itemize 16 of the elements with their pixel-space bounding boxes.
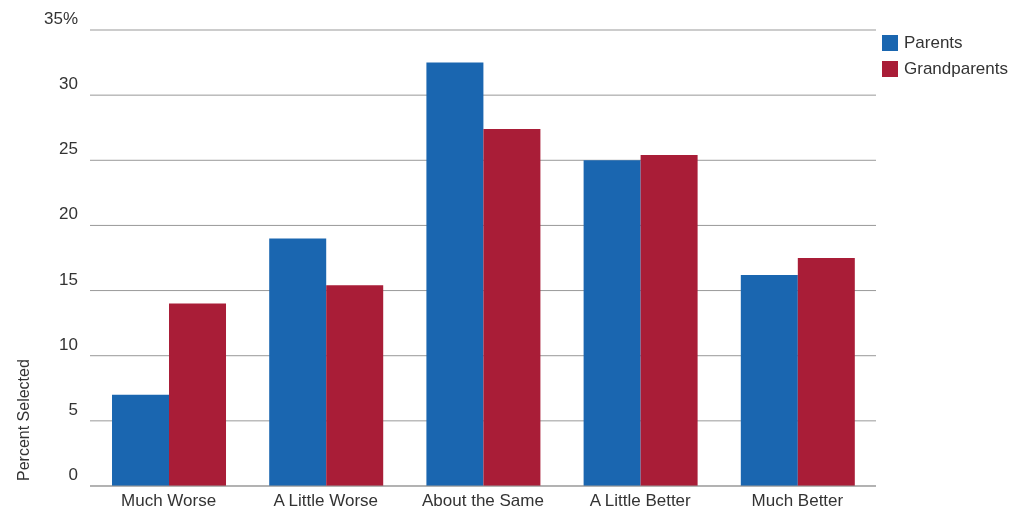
y-tick-label: 35% — [43, 9, 78, 28]
x-tick-label: Much Worse — [121, 491, 217, 511]
x-tick-label: A Little Better — [589, 491, 692, 511]
x-tick-label: About the Same — [422, 491, 544, 511]
y-tick-label: 15 — [59, 269, 78, 289]
legend-label: Grandparents — [904, 58, 1008, 80]
y-tick-label: 10 — [59, 334, 78, 354]
x-tick-label: Much Better — [751, 491, 844, 511]
x-tick-label: A Little Worse — [273, 491, 379, 511]
y-tick-label: 30 — [59, 74, 78, 94]
legend-label: Parents — [904, 32, 963, 54]
y-tick-label: 20 — [59, 204, 78, 224]
y-axis-title: Percent Selected — [15, 359, 32, 481]
y-tick-label: 5 — [68, 399, 78, 419]
y-tick-label: 0 — [68, 465, 78, 484]
y-tick-label: 25 — [59, 139, 78, 159]
